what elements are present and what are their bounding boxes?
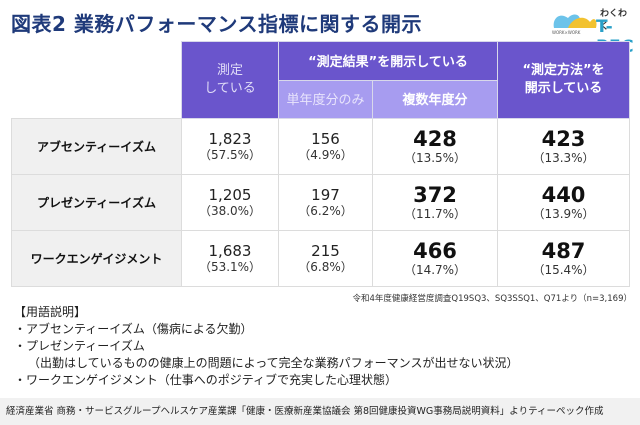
col-header-results-group-label: “測定結果”を開示している bbox=[308, 54, 468, 70]
cell-value: 466 bbox=[413, 239, 457, 263]
col-header-results-group: “測定結果”を開示している bbox=[278, 41, 498, 81]
cell-pct: （4.9%） bbox=[298, 147, 353, 162]
glossary-heading: 【用語説明】 bbox=[14, 305, 87, 319]
cell-pct: （6.8%） bbox=[298, 259, 353, 274]
cell-multi-year: 372 （11.7%） bbox=[372, 174, 498, 231]
footer-source: 経済産業省 商務・サービスグループヘルスケア産業課「健康・医療新産業協議会 第8… bbox=[0, 398, 640, 425]
glossary: 【用語説明】 ・アブセンティーイズム（傷病による欠勤） ・プレゼンティーイズム … bbox=[14, 304, 518, 389]
glossary-item: ・プレゼンティーイズム bbox=[14, 339, 145, 353]
cell-value: 372 bbox=[413, 183, 457, 207]
cell-measured: 1,823 （57.5%） bbox=[181, 118, 279, 175]
row-label: アブセンティーイズム bbox=[11, 118, 182, 175]
cell-value: 1,683 bbox=[208, 241, 252, 260]
cell-value: 428 bbox=[413, 127, 457, 151]
cell-pct: （13.3%） bbox=[532, 151, 595, 165]
company-logo: わくわく T-PEC WORK×WORK bbox=[550, 6, 635, 57]
col-header-method-line1: “測定方法”を bbox=[522, 63, 605, 78]
cell-value: 1,205 bbox=[208, 185, 252, 204]
logo-tagline: WORK×WORK bbox=[552, 30, 581, 35]
table-row: プレゼンティーイズム 1,205 （38.0%） 197 （6.2%） 372 … bbox=[11, 174, 630, 231]
cell-value: 487 bbox=[541, 239, 586, 263]
col-header-multi-year-label: 複数年度分 bbox=[402, 93, 468, 108]
cell-pct: （13.5%） bbox=[403, 151, 467, 165]
cell-pct: （15.4%） bbox=[532, 263, 595, 277]
col-header-measured: 測定 している bbox=[181, 41, 279, 119]
heart-hands-logo-icon bbox=[553, 14, 597, 28]
cell-value: 1,823 bbox=[208, 129, 252, 148]
cell-pct: （11.7%） bbox=[403, 207, 467, 221]
cell-method: 440 （13.9%） bbox=[497, 174, 630, 231]
corner-blank bbox=[11, 41, 182, 119]
logo-kana: わくわく bbox=[600, 9, 628, 32]
col-header-measured-line2: している bbox=[204, 81, 256, 96]
row-label: プレゼンティーイズム bbox=[11, 174, 182, 231]
cell-value: 215 bbox=[311, 241, 340, 260]
cell-pct: （38.0%） bbox=[198, 203, 262, 218]
cell-method: 487 （15.4%） bbox=[497, 230, 630, 287]
cell-value: 440 bbox=[541, 183, 586, 207]
cell-pct: （57.5%） bbox=[198, 147, 262, 162]
cell-value: 423 bbox=[541, 127, 586, 151]
cell-single-year: 197 （6.2%） bbox=[278, 174, 373, 231]
cell-multi-year: 466 （14.7%） bbox=[372, 230, 498, 287]
glossary-item-detail: （出勤はしているものの健康上の問題によって完全な業務パフォーマンスが出せない状況… bbox=[28, 356, 519, 370]
cell-single-year: 215 （6.8%） bbox=[278, 230, 373, 287]
cell-multi-year: 428 （13.5%） bbox=[372, 118, 498, 175]
glossary-item: ・ワークエンゲイジメント（仕事へのポジティブで充実した心理状態） bbox=[14, 373, 398, 387]
table-source-note: 令和4年度健康経営度調査Q19SQ3、SQ3SSQ1、Q71より（n=3,169… bbox=[352, 294, 632, 304]
cell-pct: （53.1%） bbox=[198, 259, 262, 274]
table-row: ワークエンゲイジメント 1,683 （53.1%） 215 （6.8%） 466… bbox=[11, 230, 630, 287]
cell-value: 197 bbox=[311, 185, 340, 204]
cell-measured: 1,205 （38.0%） bbox=[181, 174, 279, 231]
cell-method: 423 （13.3%） bbox=[497, 118, 630, 175]
row-label: ワークエンゲイジメント bbox=[11, 230, 182, 287]
col-header-single-year-label: 単年度分のみ bbox=[286, 93, 365, 108]
glossary-item: ・アブセンティーイズム（傷病による欠勤） bbox=[14, 322, 253, 336]
cell-pct: （13.9%） bbox=[532, 207, 595, 221]
cell-pct: （6.2%） bbox=[298, 203, 353, 218]
table-row: アブセンティーイズム 1,823 （57.5%） 156 （4.9%） 428 … bbox=[11, 118, 630, 175]
col-header-measured-line1: 測定 bbox=[216, 63, 243, 78]
col-header-method-line2: 開示している bbox=[524, 81, 603, 96]
col-header-single-year: 単年度分のみ bbox=[278, 80, 373, 119]
cell-pct: （14.7%） bbox=[403, 263, 467, 277]
col-header-method: “測定方法”を 開示している bbox=[497, 41, 630, 119]
cell-value: 156 bbox=[311, 129, 340, 148]
page-title: 図表2 業務パフォーマンス指標に関する開示 bbox=[11, 12, 422, 36]
col-header-multi-year: 複数年度分 bbox=[372, 80, 498, 119]
cell-measured: 1,683 （53.1%） bbox=[181, 230, 279, 287]
cell-single-year: 156 （4.9%） bbox=[278, 118, 373, 175]
performance-disclosure-table: 測定 している “測定結果”を開示している “測定方法”を 開示している 単年度… bbox=[11, 41, 630, 287]
